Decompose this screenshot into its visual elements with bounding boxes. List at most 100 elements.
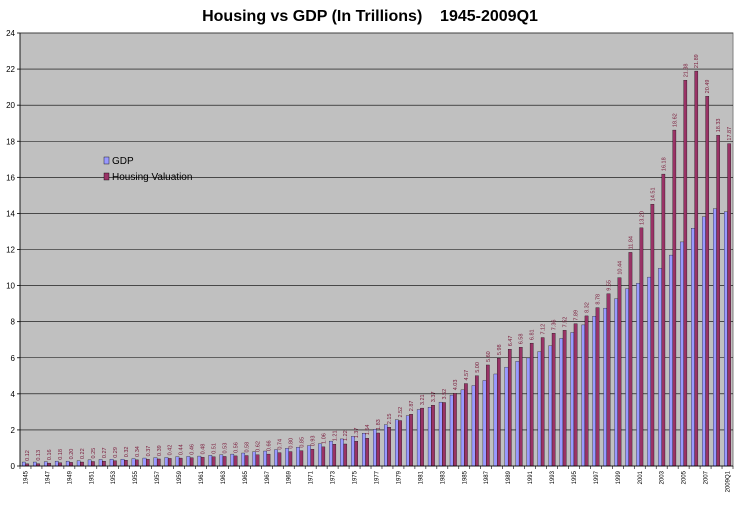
bar-gdp <box>98 459 103 467</box>
bar-housing <box>113 460 117 467</box>
bar-gdp <box>592 316 597 467</box>
data-label: 1.22 <box>343 430 349 441</box>
bar-housing <box>475 375 479 467</box>
data-label: 7.52 <box>563 317 569 328</box>
bar-housing <box>135 459 139 467</box>
x-tick-label: 1981 <box>418 470 424 484</box>
bar-housing <box>58 462 62 467</box>
data-label: 8.32 <box>585 302 591 313</box>
data-labels-layer: 0.12 0.13 0.16 0.18 0.20 0.22 0.25 0.27 0.29 0.32… <box>25 54 733 461</box>
data-label: 0.53 <box>223 443 229 454</box>
y-tick-label: 10 <box>6 282 15 291</box>
x-tick-label: 1999 <box>616 470 622 484</box>
bar-housing <box>200 457 205 467</box>
data-label: 0.51 <box>212 443 218 454</box>
bar-housing <box>442 402 446 467</box>
bar-housing <box>716 135 720 467</box>
bar-gdp <box>658 268 662 467</box>
bar-housing <box>332 444 337 467</box>
x-tick-label: 1995 <box>572 470 578 484</box>
bar-gdp <box>109 458 114 467</box>
bar-gdp <box>570 332 575 467</box>
bar-housing <box>409 414 413 467</box>
data-label: 0.56 <box>234 442 240 453</box>
bar-gdp <box>285 448 289 467</box>
bar-gdp <box>296 447 300 467</box>
x-axis: 1945 1947 1949 1951 1953 1955 1957 1959 1961 1963… <box>19 465 734 492</box>
x-tick-label: 2009Q1 <box>726 470 732 492</box>
bar-gdp <box>702 216 706 467</box>
data-label: 2.15 <box>387 413 393 424</box>
bar-housing <box>639 227 644 467</box>
x-tick-label: 2007 <box>704 470 710 484</box>
bar-gdp <box>581 324 586 467</box>
bar-housing <box>222 456 227 467</box>
bar-gdp <box>373 429 377 467</box>
bar-housing <box>486 364 490 467</box>
bar-housing <box>288 451 293 467</box>
bar-housing <box>310 449 315 467</box>
bar-gdp <box>460 389 465 467</box>
legend-swatch <box>103 172 110 181</box>
bar-gdp <box>274 449 278 467</box>
bar-housing <box>540 337 545 467</box>
data-label: 17.87 <box>727 127 733 141</box>
x-tick-label: 1947 <box>45 470 51 484</box>
bar-gdp <box>120 458 125 467</box>
bar-housing <box>266 453 271 467</box>
x-tick-label: 2003 <box>660 470 666 484</box>
bar-housing <box>354 441 359 467</box>
bar-housing <box>343 443 348 467</box>
x-tick-label: 1991 <box>528 470 534 484</box>
data-label: 20.49 <box>705 80 711 94</box>
x-tick-label: 1945 <box>23 470 29 484</box>
bar-gdp <box>614 298 618 467</box>
x-tick-label: 1959 <box>177 470 183 484</box>
data-label: 0.48 <box>201 444 207 455</box>
legend-entry: Housing Valuation <box>112 172 192 183</box>
data-label: 21.89 <box>694 54 700 68</box>
bar-gdp <box>416 409 421 467</box>
bar-housing <box>167 458 172 467</box>
bar-housing <box>683 80 688 467</box>
bar-housing <box>661 173 666 467</box>
y-tick-label: 24 <box>6 29 15 38</box>
x-tick-label: 1989 <box>506 470 512 484</box>
data-label: 0.42 <box>168 445 174 456</box>
x-tick-label: 1957 <box>155 470 161 484</box>
bar-gdp <box>515 361 520 467</box>
data-label: 0.34 <box>135 446 141 457</box>
x-tick-label: 1953 <box>111 470 117 484</box>
bar-gdp <box>647 276 651 467</box>
data-label: 16.18 <box>661 157 667 171</box>
x-tick-label: 2005 <box>682 470 688 484</box>
bar-housing <box>507 349 512 467</box>
bar-housing <box>321 446 326 467</box>
bar-housing <box>277 452 282 467</box>
bar-gdp <box>724 211 728 467</box>
bar-housing <box>595 307 600 467</box>
data-label: 14.51 <box>650 187 656 201</box>
data-label: 0.74 <box>277 439 283 450</box>
bar-housing <box>233 455 238 467</box>
data-label: 2.52 <box>398 407 404 418</box>
bar-gdp <box>76 460 81 467</box>
y-tick-label: 0 <box>11 462 16 471</box>
data-label: 4.03 <box>453 380 459 391</box>
data-label: 8.78 <box>596 294 602 305</box>
bar-housing <box>365 438 369 467</box>
bar-gdp <box>142 457 147 467</box>
bar-gdp <box>526 357 531 467</box>
bar-gdp <box>603 307 608 467</box>
data-label: 0.44 <box>179 444 185 455</box>
bar-housing <box>431 405 435 467</box>
data-label: 10.44 <box>617 261 623 275</box>
bar-housing <box>145 459 150 467</box>
bar-housing <box>255 454 260 467</box>
bar-gdp <box>384 424 388 467</box>
y-tick-label: 6 <box>11 354 16 363</box>
bar-housing <box>529 342 534 467</box>
x-tick-label: 1979 <box>396 470 402 484</box>
x-tick-label: 1951 <box>89 470 95 484</box>
